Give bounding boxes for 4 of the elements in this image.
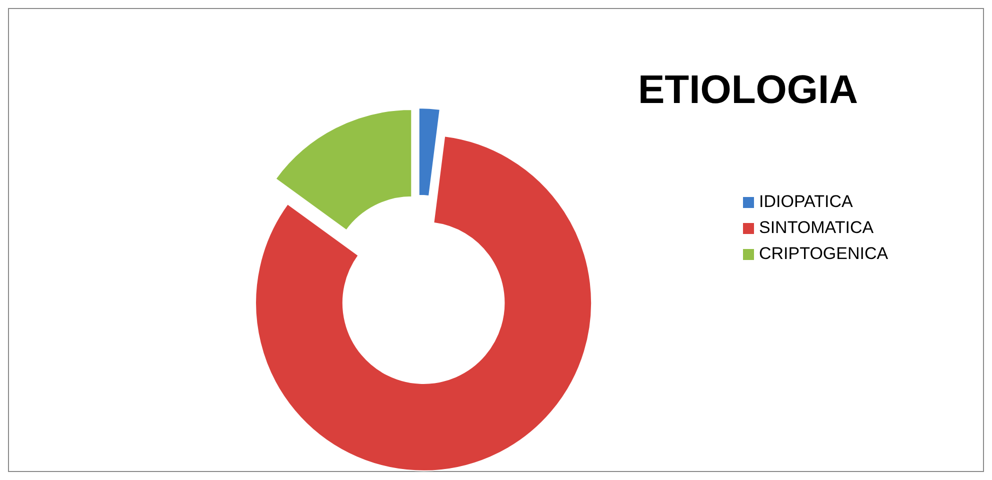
legend-label: IDIOPATICA	[759, 192, 854, 211]
chart-title: ETIOLOGIA	[638, 68, 858, 112]
legend-label: CRIPTOGENICA	[759, 244, 889, 263]
legend-label: SINTOMATICA	[759, 218, 874, 237]
